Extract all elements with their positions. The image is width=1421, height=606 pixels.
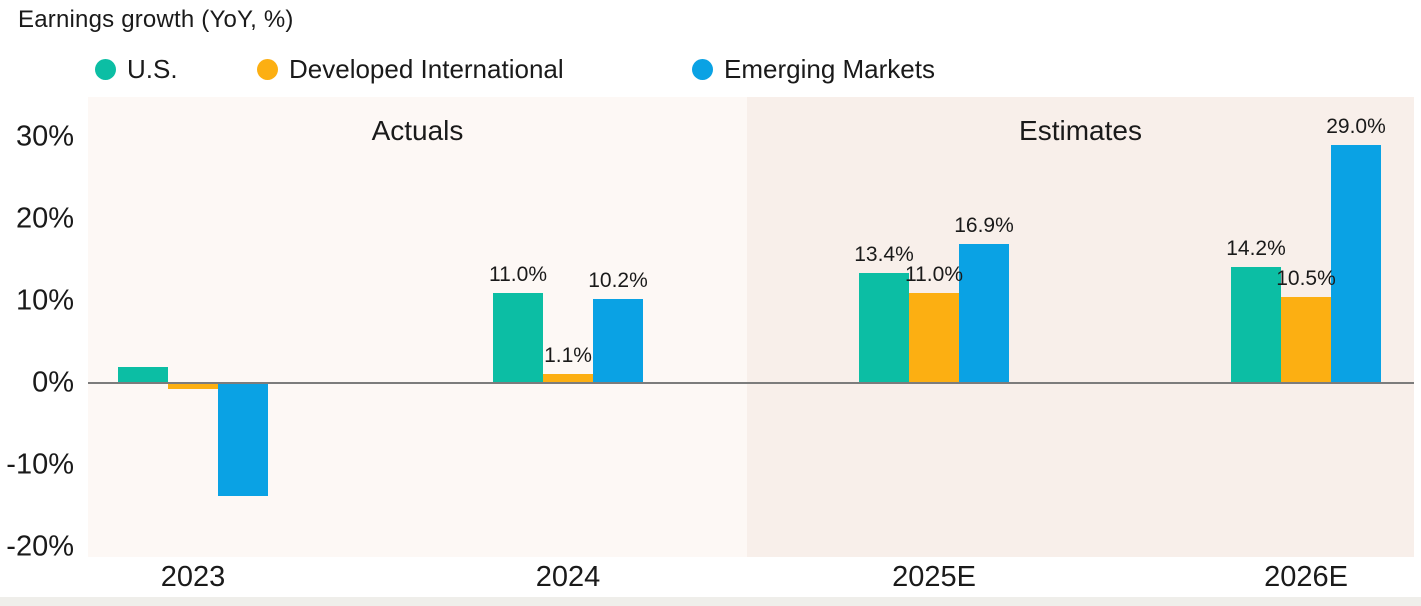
bar-2024-series-2 xyxy=(593,299,643,383)
bar-value-label: 1.1% xyxy=(544,343,592,367)
legend-label-developed-international: Developed International xyxy=(289,54,564,84)
bar-2023-series-0 xyxy=(118,366,168,383)
zero-baseline xyxy=(88,382,1414,384)
bar-2023-series-1 xyxy=(168,383,218,389)
bar-value-label: 11.0% xyxy=(489,262,547,286)
y-tick-label: 10% xyxy=(15,284,74,317)
bar-2025E-series-1 xyxy=(909,292,959,383)
y-tick-label: 0% xyxy=(32,366,74,399)
bar-2025E-series-0 xyxy=(859,273,909,383)
y-tick-label: -10% xyxy=(6,448,74,481)
legend-item-emerging-markets: Emerging Markets xyxy=(692,54,935,85)
bar-value-label: 14.2% xyxy=(1226,236,1286,260)
bottom-strip xyxy=(0,597,1421,606)
developed-international-legend-dot-icon xyxy=(257,59,278,80)
bar-2026E-series-1 xyxy=(1281,296,1331,383)
bar-2026E-series-2 xyxy=(1331,145,1381,383)
x-axis-label-2023: 2023 xyxy=(160,561,226,593)
bar-value-label: 29.0% xyxy=(1326,115,1386,139)
bar-value-label: 11.0% xyxy=(905,262,963,286)
bar-2023-series-2 xyxy=(218,383,268,497)
bar-value-label: 10.2% xyxy=(588,269,648,293)
x-axis-label-2024: 2024 xyxy=(535,561,601,593)
emerging-markets-legend-dot-icon xyxy=(692,59,713,80)
bar-value-label: 16.9% xyxy=(954,214,1014,238)
y-tick-label: 20% xyxy=(15,202,74,235)
us-legend-dot-icon xyxy=(95,59,116,80)
legend-label-us: U.S. xyxy=(127,54,178,84)
y-tick-label: -20% xyxy=(6,530,74,563)
x-axis-label-2026E: 2026E xyxy=(1264,561,1348,593)
estimates-section-label: Estimates xyxy=(1019,115,1142,146)
bar-2026E-series-0 xyxy=(1231,266,1281,383)
legend-item-developed-international: Developed International xyxy=(257,54,564,85)
actuals-section-label: Actuals xyxy=(371,115,464,146)
plot-area: Actuals Estimates 11.0% 13.4% 14.2% 1.1% 11.… xyxy=(88,97,1414,557)
bar-value-label: 13.4% xyxy=(854,243,914,267)
bar-value-label: 10.5% xyxy=(1276,266,1336,290)
x-axis-label-2025E: 2025E xyxy=(892,561,976,593)
y-tick-label: 30% xyxy=(15,120,74,153)
legend-label-emerging-markets: Emerging Markets xyxy=(724,54,935,84)
bar-2024-series-0 xyxy=(493,292,543,383)
bar-2025E-series-2 xyxy=(959,244,1009,383)
actuals-section: Actuals xyxy=(88,97,747,557)
y-axis: 30% 20% 10% 0% -10% -20% xyxy=(0,97,80,563)
bar-2024-series-1 xyxy=(543,373,593,383)
chart-title: Earnings growth (YoY, %) xyxy=(18,6,294,33)
legend-item-us: U.S. xyxy=(95,54,178,85)
